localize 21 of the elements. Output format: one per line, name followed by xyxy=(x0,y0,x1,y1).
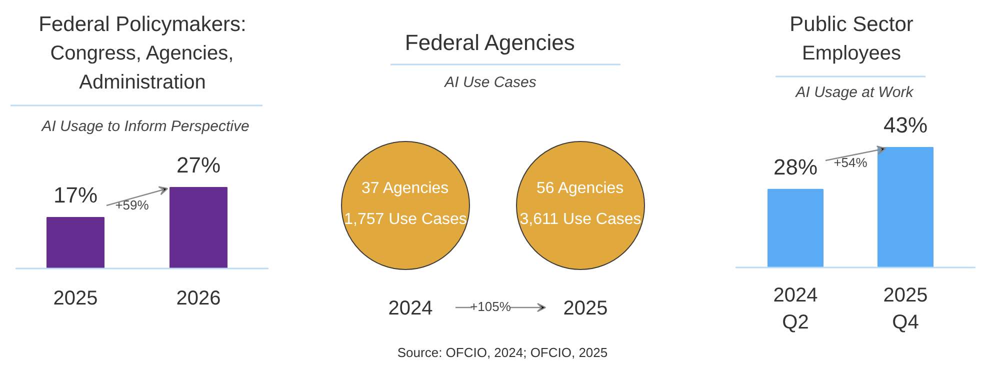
text: 37 Agencies 1,757 Use Cases xyxy=(344,180,467,228)
category-label: 2024 xyxy=(388,298,433,320)
text: AI Use Cases xyxy=(444,74,537,91)
data-label: 28% xyxy=(773,154,818,180)
chart-title: Public Sector Employees xyxy=(790,13,914,64)
data-label: 43% xyxy=(883,112,928,138)
text: 56 Agencies 3,611 Use Cases xyxy=(520,180,642,228)
source-note: Source: OFCIO, 2024; OFCIO, 2025 xyxy=(397,345,608,360)
text: Federal Agencies xyxy=(404,30,575,55)
x-tick-label: 2025 xyxy=(53,288,98,310)
chart-title: Federal Policymakers: Congress, Agencies, Administration xyxy=(38,13,246,94)
data-label: 17% xyxy=(53,182,98,208)
chart-subtitle: AI Usage to Inform Perspective xyxy=(40,118,250,135)
x-tick-label: 2024 Q2 xyxy=(773,284,818,334)
x-tick-label: 2026 xyxy=(176,288,221,310)
text: +105% xyxy=(470,299,512,314)
x-tick-label: 2025 Q4 xyxy=(883,284,928,334)
annotation: +54% xyxy=(834,155,868,170)
chart-subtitle: AI Usage at Work xyxy=(794,84,915,101)
annotation: +59% xyxy=(115,198,150,212)
data-label: 27% xyxy=(176,152,221,178)
